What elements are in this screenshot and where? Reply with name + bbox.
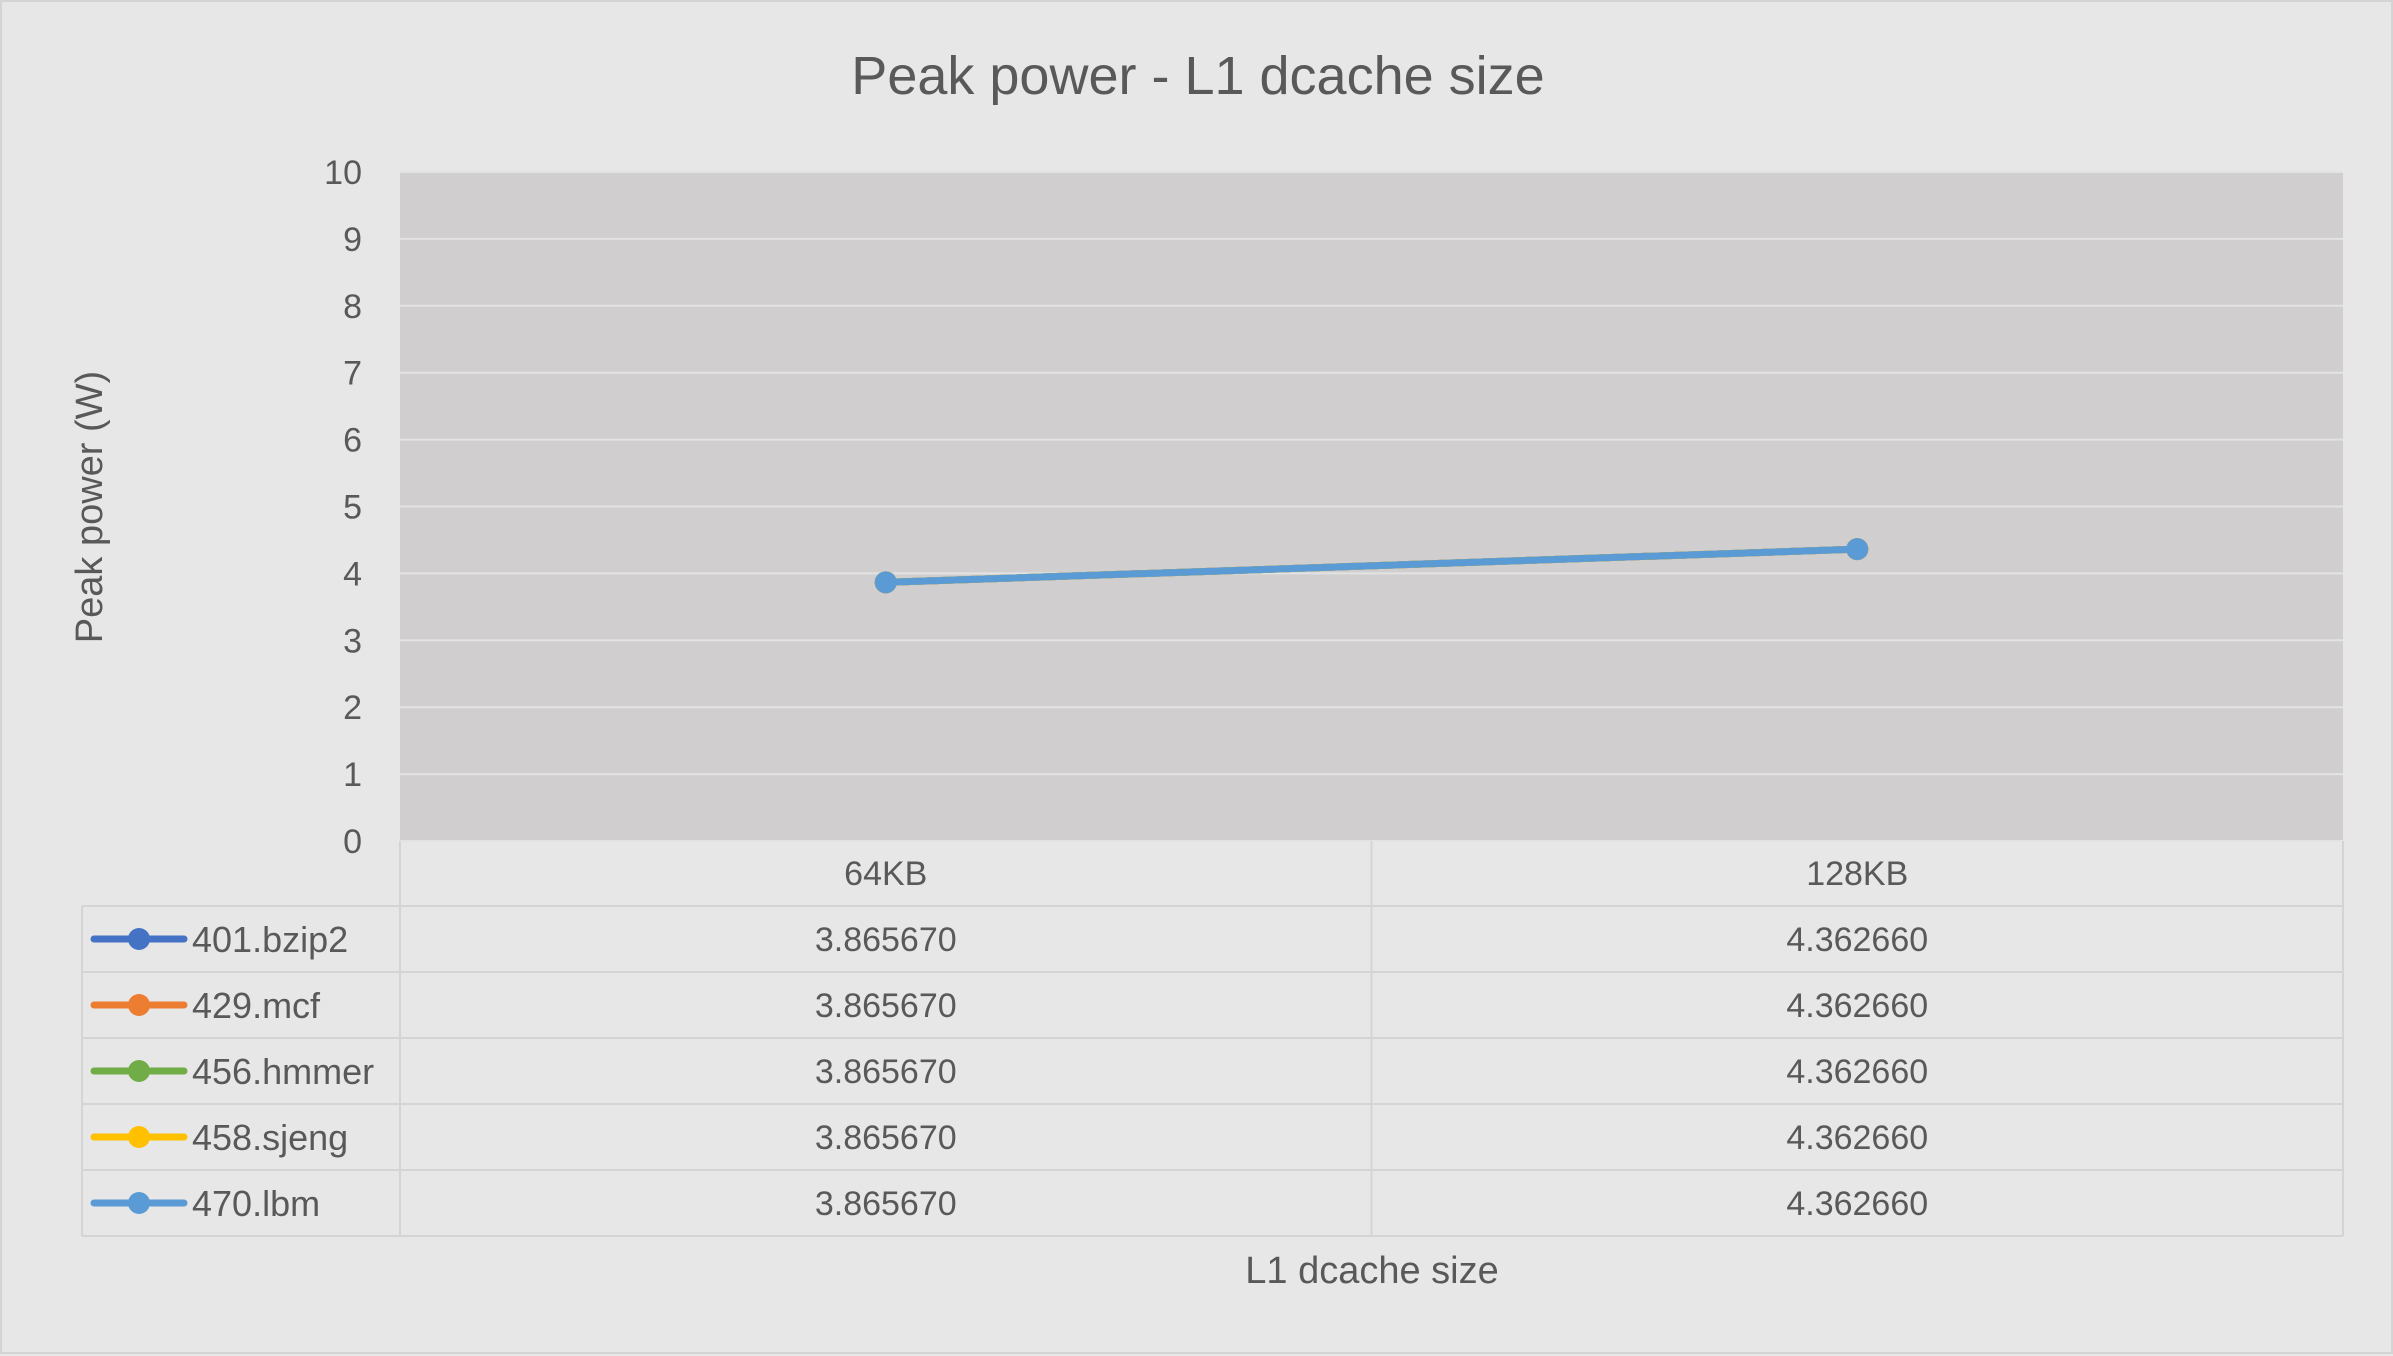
data-table-cell: 3.865670	[815, 1053, 957, 1091]
data-table-cell: 4.362660	[1786, 1119, 1928, 1157]
data-table-cell: 4.362660	[1786, 1053, 1928, 1091]
y-tick-label: 1	[343, 756, 362, 794]
y-tick-label: 7	[343, 355, 362, 393]
data-point	[1846, 538, 1869, 561]
y-axis-ticks: 0 1 2 3 4 5 6 7 8 9 10	[324, 154, 362, 861]
legend-key-marker	[128, 1126, 150, 1148]
y-tick-label: 3	[343, 622, 362, 660]
y-axis-title: Peak power (W)	[69, 371, 111, 643]
legend-key-marker	[128, 1060, 150, 1082]
y-tick-label: 6	[343, 422, 362, 460]
x-category-label: 64KB	[844, 855, 927, 893]
x-axis-title: L1 dcache size	[1245, 1250, 1499, 1292]
legend-series-label: 401.bzip2	[192, 919, 348, 960]
data-table-cell: 3.865670	[815, 1185, 957, 1223]
y-tick-label: 10	[324, 154, 362, 192]
legend-key-marker	[128, 928, 150, 950]
legend-series-label: 456.hmmer	[192, 1051, 374, 1092]
data-table-cell: 3.865670	[815, 1119, 957, 1157]
chart-title: Peak power - L1 dcache size	[851, 46, 1544, 106]
y-tick-label: 9	[343, 221, 362, 259]
legend-series-label: 470.lbm	[192, 1183, 320, 1224]
legend-series-label: 429.mcf	[192, 985, 321, 1026]
y-tick-label: 4	[343, 555, 362, 593]
gridlines	[400, 171, 2343, 842]
series-line	[882, 545, 1861, 586]
data-table-cell: 3.865670	[815, 921, 957, 959]
series-lines	[874, 538, 1869, 594]
data-table-cell: 3.865670	[815, 987, 957, 1025]
legend-series-label: 458.sjeng	[192, 1117, 348, 1158]
legend-key-marker	[128, 1192, 150, 1214]
data-table-cell: 4.362660	[1786, 1185, 1928, 1223]
legend-key-marker	[128, 994, 150, 1016]
data-table-cell: 4.362660	[1786, 921, 1928, 959]
y-tick-label: 2	[343, 689, 362, 727]
x-category-label: 128KB	[1806, 855, 1908, 893]
data-table-cell: 4.362660	[1786, 987, 1928, 1025]
y-tick-label: 0	[343, 823, 362, 861]
data-point	[874, 571, 897, 594]
data-table: 64KB 128KB 401.bzip2 3.865670 4.362660 429.mc…	[81, 841, 2344, 1237]
y-tick-label: 5	[343, 489, 362, 527]
y-tick-label: 8	[343, 288, 362, 326]
